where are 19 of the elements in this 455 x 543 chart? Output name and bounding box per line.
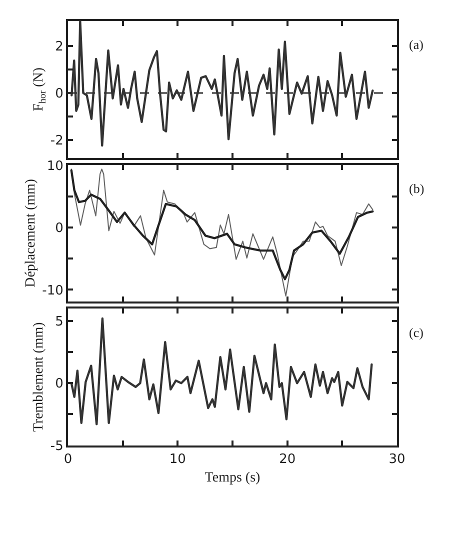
y-tick-label: 0 bbox=[55, 221, 64, 236]
y-tick-label: -5 bbox=[50, 438, 64, 454]
y-tick-label: 5 bbox=[55, 314, 64, 330]
x-tick-label: 20 bbox=[279, 452, 296, 467]
x-tick-label: 30 bbox=[388, 452, 406, 467]
y-tick-label: 0 bbox=[55, 86, 64, 102]
text: (a) bbox=[409, 37, 424, 52]
x-axis-title: Temps (s) bbox=[204, 470, 261, 486]
text: (c) bbox=[409, 325, 424, 340]
y-axis-title: Tremblement (mm) bbox=[32, 322, 47, 432]
y-tick-label: -10 bbox=[42, 283, 64, 298]
line-series bbox=[70, 317, 373, 426]
y-tick-label: 2 bbox=[55, 39, 64, 54]
y-tick-label: 0 bbox=[55, 376, 64, 392]
y-tick-label: -2 bbox=[50, 134, 64, 149]
x-tick-label: 10 bbox=[169, 452, 186, 467]
y-tick-label: 10 bbox=[46, 158, 64, 174]
text: (b) bbox=[409, 181, 424, 196]
y-axis-title: Déplacement (mm) bbox=[23, 178, 38, 288]
